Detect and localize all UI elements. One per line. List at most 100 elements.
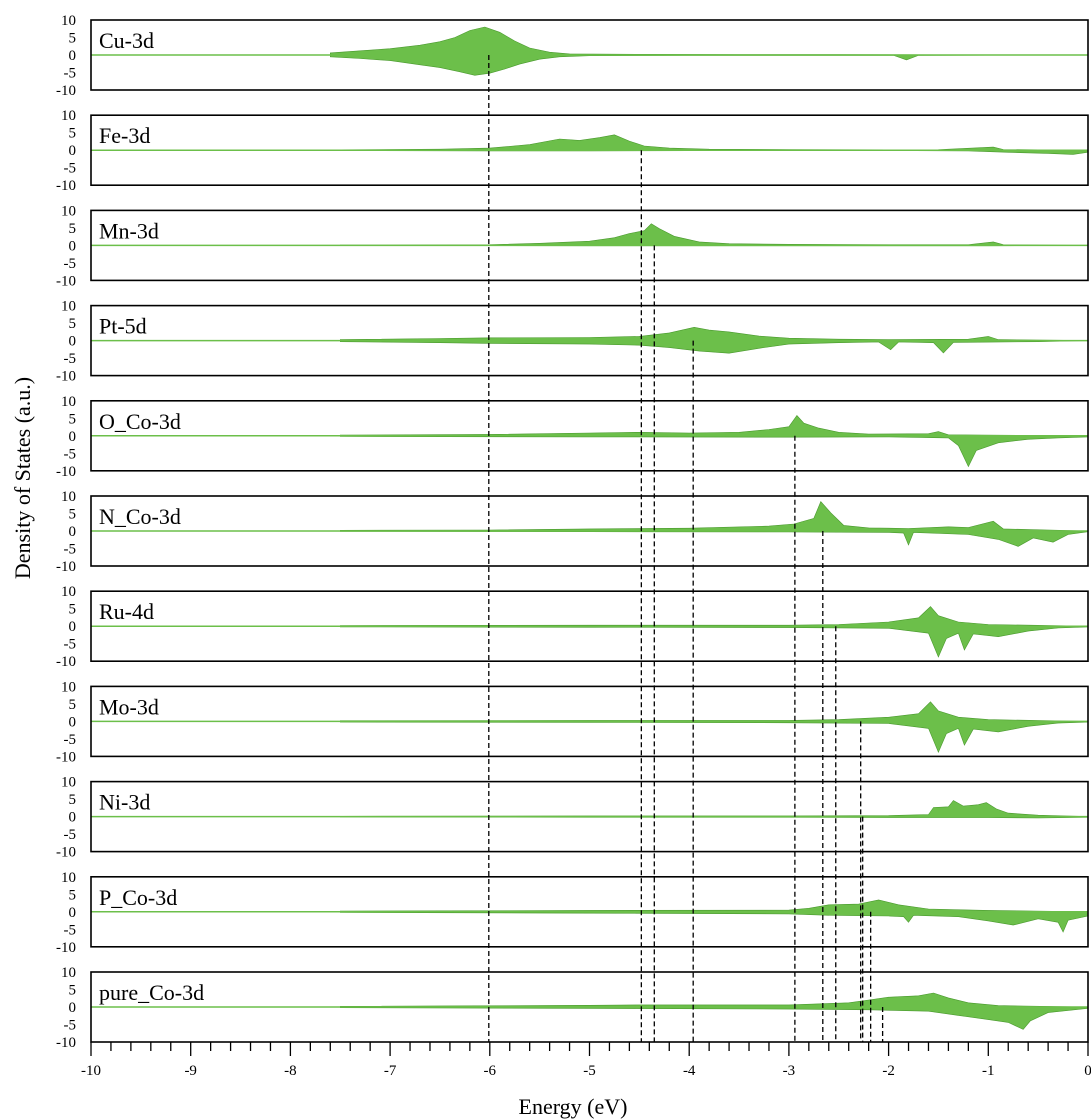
dos-area-up — [330, 26, 1089, 56]
dos-area-up — [340, 501, 1089, 532]
y-tick-label: -5 — [64, 922, 77, 938]
y-tick-label: -10 — [56, 83, 76, 99]
dos-area-down — [340, 1006, 1089, 1030]
y-tick-label: -10 — [56, 464, 76, 480]
y-tick-label: 10 — [61, 584, 76, 600]
y-axis-label: Density of States (a.u.) — [10, 377, 35, 579]
x-tick-label: -8 — [284, 1063, 297, 1079]
y-tick-label: -10 — [56, 369, 76, 385]
panel-label: Fe-3d — [99, 123, 150, 148]
y-tick-label: -5 — [64, 542, 77, 558]
panel-label: Pt-5d — [99, 314, 147, 339]
y-tick-label: 5 — [69, 126, 77, 142]
y-tick-label: -5 — [64, 256, 77, 272]
y-tick-label: 0 — [69, 429, 77, 445]
panel-label: Ni-3d — [99, 790, 150, 815]
x-axis-label: Energy (eV) — [519, 1094, 628, 1119]
dos-area-up — [340, 326, 1089, 341]
panel-frame — [90, 685, 1089, 758]
y-tick-label: 5 — [69, 602, 77, 618]
panel-label: Cu-3d — [99, 28, 154, 53]
dos-area-down — [330, 54, 1089, 76]
y-tick-label: 0 — [69, 714, 77, 730]
y-tick-label: 5 — [69, 983, 77, 999]
y-tick-label: -10 — [56, 178, 76, 194]
dos-area-down — [340, 435, 1089, 468]
panel-p_co-3d: P_Co-3d 105 0-5 -10 — [56, 870, 1089, 956]
y-tick-label: -5 — [64, 351, 77, 367]
panel-label: N_Co-3d — [99, 504, 181, 529]
y-tick-label: 0 — [69, 238, 77, 254]
panel-frame — [90, 780, 1089, 853]
panel-frame — [90, 19, 1089, 91]
panel-cu-3d: Cu-3d 10 50 -5-10 — [56, 13, 1089, 99]
y-tick-label: 5 — [69, 221, 77, 237]
panel-label: P_Co-3d — [99, 885, 177, 910]
y-tick-label: 5 — [69, 507, 77, 523]
y-tick-label: 10 — [61, 965, 76, 981]
x-tick-label: -2 — [882, 1063, 895, 1079]
panel-label: Mo-3d — [99, 694, 159, 719]
x-tick-label: -6 — [484, 1063, 497, 1079]
y-tick-label: 5 — [69, 792, 77, 808]
panel-label: pure_Co-3d — [99, 980, 204, 1005]
dos-area-up — [340, 223, 1089, 246]
panel-frame — [90, 495, 1089, 567]
dos-area-down — [340, 340, 1089, 354]
dos-area-up — [340, 134, 1089, 151]
y-tick-label: 0 — [69, 334, 77, 350]
y-tick-label: 5 — [69, 411, 77, 427]
x-tick-label: -9 — [184, 1063, 197, 1079]
y-tick-label: -5 — [64, 732, 77, 748]
y-tick-label: 5 — [69, 887, 77, 903]
panel-mn-3d: Mn-3d 10 50 -5-10 — [56, 203, 1089, 289]
x-tick-label: -7 — [384, 1063, 397, 1079]
x-axis: -10 -9 -8 -7 -6 -5 -4 -3 -2 -1 0 — [81, 1042, 1091, 1079]
dos-area-up — [340, 899, 1089, 913]
x-tick-label: -3 — [783, 1063, 796, 1079]
y-tick-label: -10 — [56, 940, 76, 956]
panel-frame — [90, 304, 1089, 377]
dos-area-down — [340, 625, 1089, 658]
panel-ni-3d: Ni-3d 105 0-5 -10 — [56, 775, 1089, 861]
x-tick-label: -4 — [683, 1063, 696, 1079]
y-tick-label: 10 — [61, 203, 76, 219]
panel-label: O_Co-3d — [99, 409, 181, 434]
dos-area-up — [340, 992, 1089, 1008]
x-tick-label: 0 — [1084, 1063, 1091, 1079]
y-tick-label: 10 — [61, 870, 76, 886]
panel-pt-5d: Pt-5d 105 0-5 -10 — [56, 299, 1089, 385]
y-tick-label: -10 — [56, 749, 76, 765]
y-tick-label: 5 — [69, 316, 77, 332]
y-tick-label: -10 — [56, 273, 76, 289]
y-tick-label: 0 — [69, 619, 77, 635]
y-tick-label: 10 — [61, 13, 76, 29]
x-tick-label: -1 — [982, 1063, 995, 1079]
panels-layer: Cu-3d1050-5-10Fe-3d1050-5-10Mn-3d1050-5-… — [56, 13, 1089, 1051]
panel-frame — [90, 875, 1089, 948]
dos-area-down — [340, 911, 1089, 933]
y-tick-label: 10 — [61, 775, 76, 791]
y-tick-label: -10 — [56, 1035, 76, 1051]
y-tick-label: 0 — [69, 143, 77, 159]
y-tick-label: 10 — [61, 299, 76, 315]
y-tick-label: -10 — [56, 559, 76, 575]
y-tick-label: 5 — [69, 697, 77, 713]
y-tick-label: 0 — [69, 48, 77, 64]
panel-label: Mn-3d — [99, 218, 159, 243]
dos-area-up — [340, 701, 1089, 722]
panel-frame — [90, 399, 1089, 472]
dos-area-up — [340, 415, 1089, 437]
y-tick-label: 10 — [61, 679, 76, 695]
y-tick-label: -5 — [64, 161, 77, 177]
y-tick-label: 0 — [69, 1000, 77, 1016]
panel-o_co-3d: O_Co-3d 105 0-5 -10 — [56, 394, 1089, 480]
panel-frame — [90, 209, 1089, 282]
panel-label: Ru-4d — [99, 599, 154, 624]
panel-ru-4d: Ru-4d 10 50 -5-10 — [56, 584, 1089, 670]
panel-n_co-3d: N_Co-3d 10 50 -5-10 — [56, 489, 1089, 575]
y-tick-label: -5 — [64, 66, 77, 82]
dos-area-down — [340, 721, 1089, 753]
y-tick-label: -5 — [64, 637, 77, 653]
